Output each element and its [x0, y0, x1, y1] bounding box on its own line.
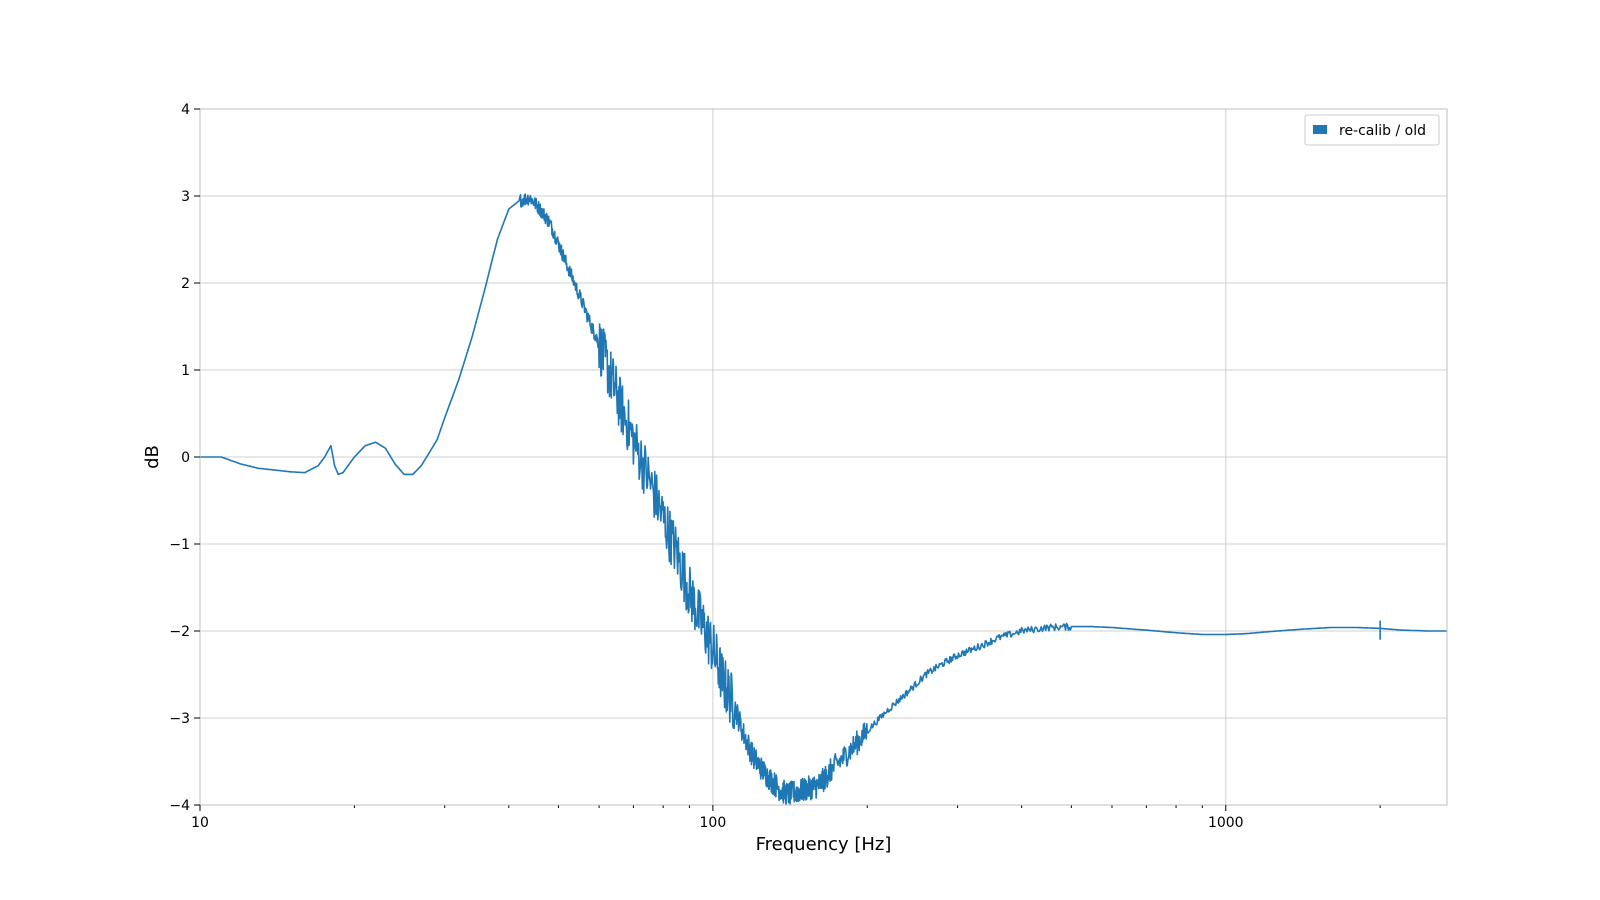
legend-box — [1304, 114, 1440, 146]
y-tick-label: −4 — [169, 798, 190, 814]
x-tick-label: 10 — [191, 815, 209, 831]
y-axis-ticks: 4 3 2 1 0 −1 −2 −3 −4 — [169, 102, 200, 814]
x-axis-label: Frequency [Hz] — [756, 834, 892, 855]
legend-label: re-calib / old — [1339, 123, 1426, 139]
legend: re-calib / old — [1304, 114, 1440, 146]
series-layer — [200, 193, 1448, 806]
grid-lines — [199, 108, 1447, 806]
y-tick-label: 3 — [181, 189, 190, 205]
y-tick-label: −1 — [169, 537, 190, 553]
y-tick-label: −3 — [169, 711, 190, 727]
x-tick-label: 1000 — [1208, 815, 1244, 831]
legend-swatch — [1313, 125, 1327, 134]
y-tick-label: 1 — [181, 363, 190, 379]
y-tick-label: 0 — [181, 450, 190, 466]
series-line — [200, 193, 1448, 806]
y-tick-label: 2 — [181, 276, 190, 292]
y-tick-label: 4 — [181, 102, 190, 118]
x-axis-ticks: 10 100 1000 — [191, 805, 1244, 831]
y-axis-label: dB — [142, 445, 163, 469]
x-tick-label: 100 — [700, 815, 727, 831]
y-tick-label: −2 — [169, 624, 190, 640]
